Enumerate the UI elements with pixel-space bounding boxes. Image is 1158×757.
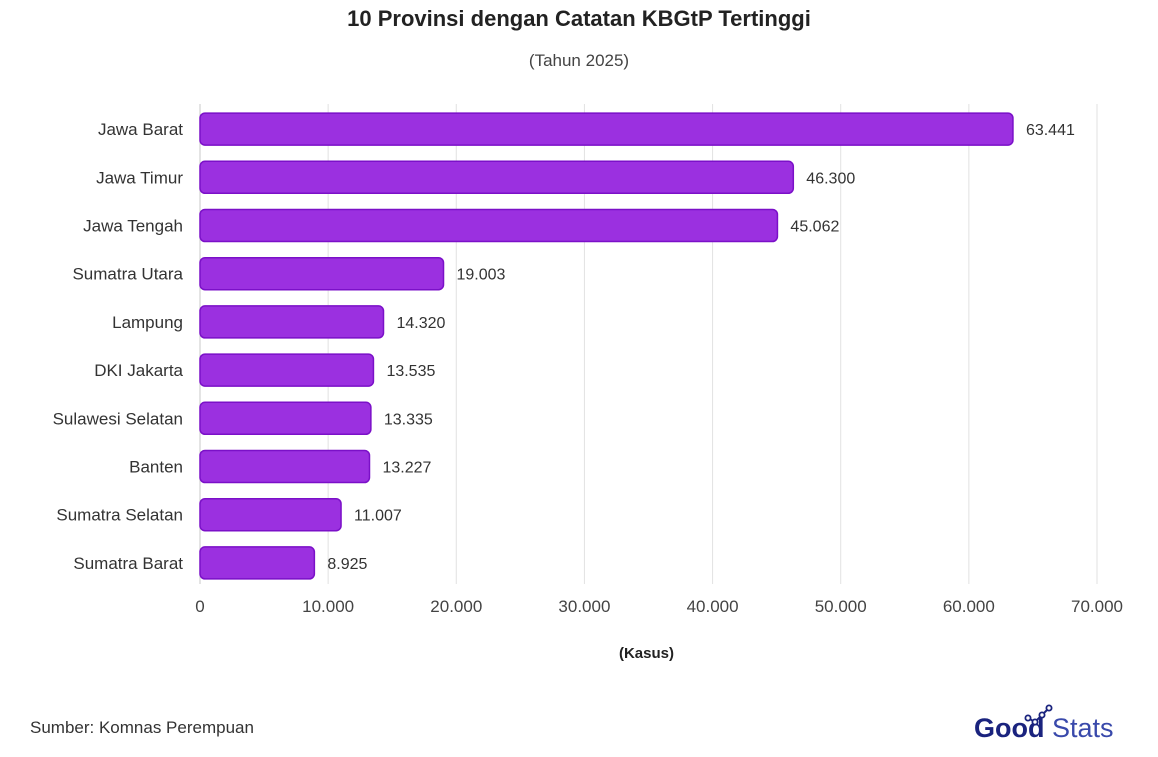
data-label: 46.300 (806, 170, 855, 187)
category-label: DKI Jakarta (94, 361, 183, 380)
x-tick-label: 20.000 (430, 597, 482, 616)
category-label: Banten (129, 458, 183, 477)
data-label: 63.441 (1026, 122, 1075, 139)
category-label: Sumatra Selatan (56, 506, 183, 525)
source-note: Sumber: Komnas Perempuan (30, 718, 254, 737)
data-label: 11.007 (354, 508, 402, 525)
bar-chart: 0 10.000 20.000 30.000 40.000 50.000 60.000 70.… (53, 104, 1123, 662)
x-tick-label: 40.000 (687, 597, 739, 616)
category-label: Jawa Timur (96, 168, 183, 187)
bar (199, 305, 385, 339)
bar (199, 353, 375, 387)
x-tick-label: 30.000 (558, 597, 610, 616)
category-label: Sulawesi Selatan (53, 409, 183, 428)
x-tick-label: 10.000 (302, 597, 354, 616)
data-label: 19.003 (457, 267, 506, 284)
bar (199, 112, 1014, 146)
logo-good-text: Good (974, 713, 1044, 743)
data-label: 8.925 (327, 556, 367, 573)
bar (199, 160, 795, 195)
category-label: Sumatra Barat (73, 554, 183, 573)
bar (199, 256, 445, 291)
category-label: Jawa Barat (98, 120, 183, 139)
chart-title: 10 Provinsi dengan Catatan KBGtP Terting… (347, 6, 811, 31)
bar (199, 546, 316, 580)
x-tick-label: 0 (195, 597, 204, 616)
data-label: 14.320 (397, 315, 446, 332)
bar (199, 208, 779, 243)
goodstats-logo: Good Stats (974, 704, 1114, 743)
category-label: Lampung (112, 313, 183, 332)
x-tick-label: 70.000 (1071, 597, 1123, 616)
data-label: 13.535 (386, 363, 435, 380)
logo-stats-text: Stats (1052, 713, 1114, 743)
data-label: 45.062 (790, 219, 839, 236)
x-tick-label: 50.000 (815, 597, 867, 616)
category-label: Jawa Tengah (83, 217, 183, 236)
bar (199, 497, 342, 532)
chart-subtitle: (Tahun 2025) (528, 51, 630, 70)
data-label: 13.227 (382, 460, 431, 477)
x-tick-label: 60.000 (943, 597, 995, 616)
logo-trend-mark (1024, 704, 1053, 726)
bar (199, 401, 372, 436)
category-label: Sumatra Utara (72, 265, 183, 284)
data-label: 13.335 (384, 411, 433, 428)
x-axis-label: (Kasus) (619, 645, 674, 662)
bar (199, 449, 371, 484)
